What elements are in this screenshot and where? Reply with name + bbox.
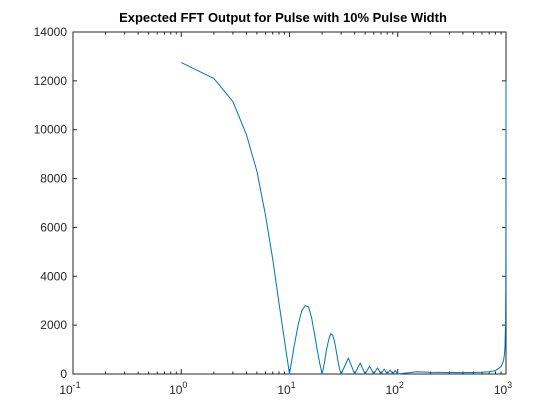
chart-title: Expected FFT Output for Pulse with 10% P… [119, 10, 447, 25]
x-tick-base: 10 [277, 383, 291, 397]
x-tick-exponent: 2 [399, 380, 404, 390]
series-line-0 [181, 62, 507, 375]
series-layer [181, 62, 507, 375]
y-tick-label: 12000 [34, 74, 68, 88]
x-tick-base: 10 [386, 383, 400, 397]
x-tick-exponent: 1 [291, 380, 296, 390]
x-tick-base: 10 [494, 383, 508, 397]
x-tick-exponent: 0 [182, 380, 187, 390]
plot-box [72, 31, 507, 375]
axes [72, 31, 507, 375]
y-tick-label: 4000 [40, 269, 67, 283]
x-tick-base: 10 [169, 383, 183, 397]
y-tick-label: 8000 [40, 172, 67, 186]
y-tick-label: 14000 [34, 25, 68, 39]
y-ticks: 0 2000 4000 6000 8000 10000 12000 14000 [34, 25, 506, 381]
y-tick-label: 10000 [34, 123, 68, 137]
x-tick-exponent: -1 [73, 380, 81, 390]
x-ticks: 10-1 100 101 102 103 [59, 32, 512, 397]
y-tick-label: 2000 [40, 318, 67, 332]
x-tick-label: 10-1 [59, 380, 80, 397]
x-tick-label: 102 [386, 380, 404, 397]
x-tick-label: 100 [169, 380, 187, 397]
y-tick-label: 6000 [40, 220, 67, 234]
x-tick-label: 103 [494, 380, 512, 397]
x-tick-base: 10 [59, 383, 73, 397]
x-tick-label: 101 [277, 380, 295, 397]
x-tick-exponent: 3 [507, 380, 512, 390]
y-tick-label: 0 [60, 367, 67, 381]
